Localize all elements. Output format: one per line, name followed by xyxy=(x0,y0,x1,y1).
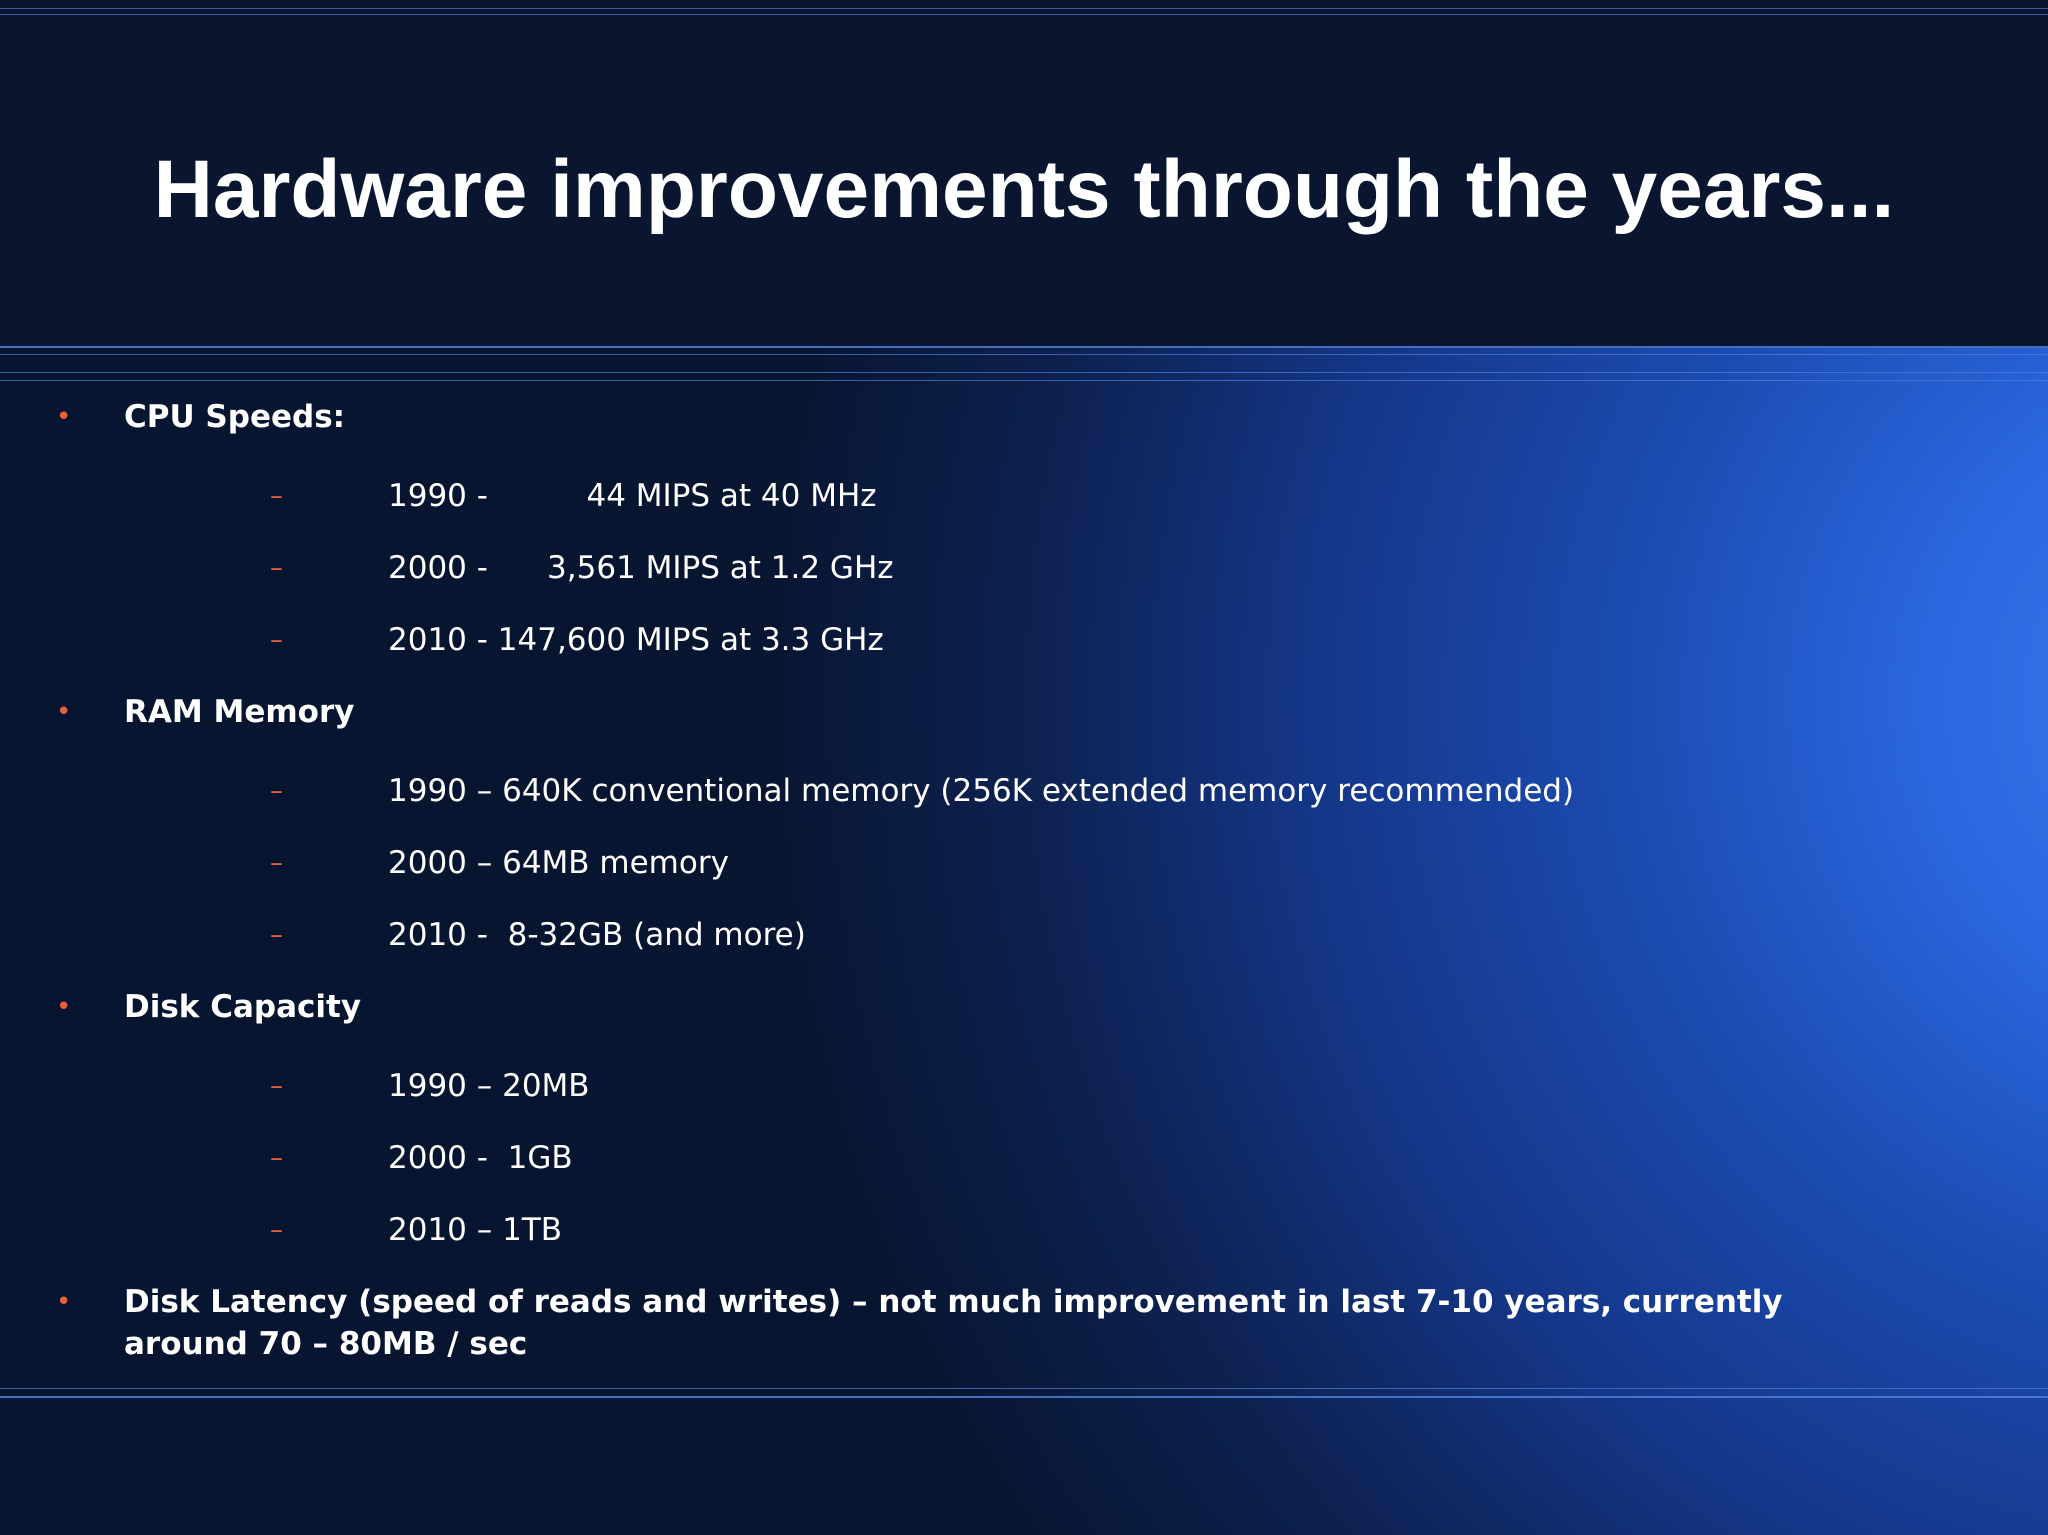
ram-item-1990: 1990 – 640K conventional memory (256K ex… xyxy=(388,773,1575,809)
title-band xyxy=(0,0,2048,348)
dash-icon: – xyxy=(270,776,283,806)
title-divider-2 xyxy=(0,354,2048,355)
cpu-item-2010: 2010 - 147,600 MIPS at 3.3 GHz xyxy=(388,622,884,658)
section-heading-cpu: CPU Speeds: xyxy=(124,399,346,435)
cpu-item-2000: 2000 - 3,561 MIPS at 1.2 GHz xyxy=(388,550,894,586)
section-heading-ram: RAM Memory xyxy=(124,694,355,730)
dash-icon: – xyxy=(270,1215,283,1245)
disk-item-1990: 1990 – 20MB xyxy=(388,1068,590,1104)
dash-icon: – xyxy=(270,1071,283,1101)
dash-icon: – xyxy=(270,481,283,511)
title-divider-4 xyxy=(0,380,2048,381)
bullet-icon: • xyxy=(56,402,72,432)
title-divider-3 xyxy=(0,372,2048,373)
dash-icon: – xyxy=(270,848,283,878)
dash-icon: – xyxy=(270,1143,283,1173)
cpu-item-1990: 1990 - 44 MIPS at 40 MHz xyxy=(388,478,877,514)
top-rule-2 xyxy=(0,14,2048,15)
slide-title: Hardware improvements through the years.… xyxy=(153,144,1895,235)
bullet-icon: • xyxy=(56,992,72,1022)
top-rule xyxy=(0,8,2048,9)
dash-icon: – xyxy=(270,920,283,950)
footer-rule xyxy=(0,1388,2048,1389)
section-heading-disk-capacity: Disk Capacity xyxy=(124,989,362,1025)
footer-rule-2 xyxy=(0,1396,2048,1398)
dash-icon: – xyxy=(270,625,283,655)
ram-item-2000: 2000 – 64MB memory xyxy=(388,845,729,881)
ram-item-2010: 2010 - 8-32GB (and more) xyxy=(388,917,806,953)
title-divider xyxy=(0,346,2048,348)
section-heading-disk-latency: Disk Latency (speed of reads and writes)… xyxy=(124,1284,1783,1362)
disk-item-2010: 2010 – 1TB xyxy=(388,1212,563,1248)
bullet-icon: • xyxy=(56,697,72,727)
dash-icon: – xyxy=(270,553,283,583)
bullet-icon: • xyxy=(56,1287,72,1317)
disk-item-2000: 2000 - 1GB xyxy=(388,1140,573,1176)
